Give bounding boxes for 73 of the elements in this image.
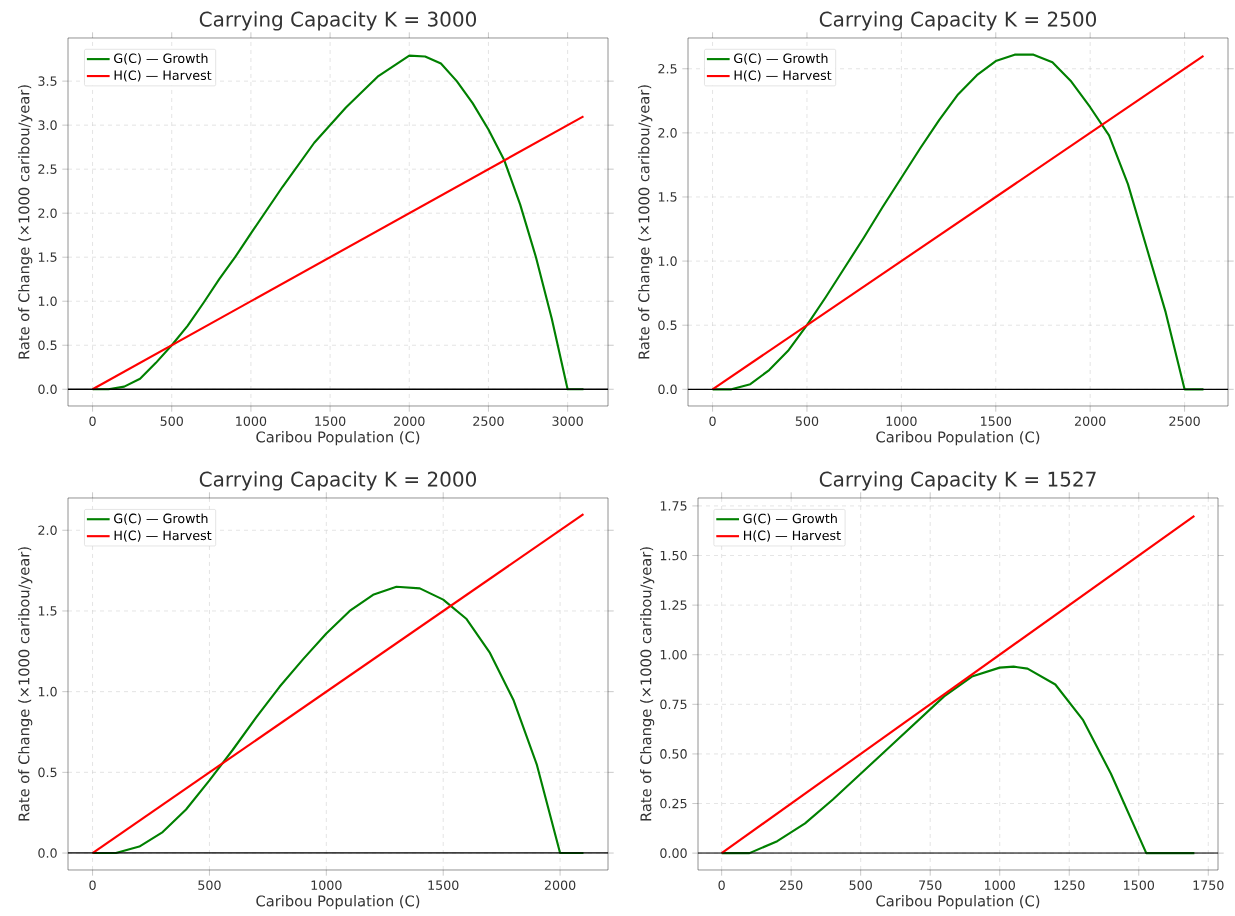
y-tick-label: 1.75 <box>660 501 687 511</box>
y-axis-title: Rate of Change (×1000 caribou/year) <box>18 85 33 359</box>
x-tick-label: 0 <box>89 880 96 890</box>
legend-label: H(C) — Harvest <box>744 530 841 542</box>
legend-label: H(C) — Harvest <box>734 70 832 82</box>
x-tick-label: 500 <box>849 880 872 890</box>
chart-title: Carrying Capacity K = 2000 <box>199 471 477 491</box>
x-tick-label: 1000 <box>985 880 1015 890</box>
x-tick-label: 0 <box>718 880 725 890</box>
x-axis-title: Caribou Population (C) <box>256 895 420 910</box>
x-tick-label: 250 <box>779 880 803 890</box>
x-tick-label: 1000 <box>886 416 917 426</box>
y-tick-label: 2.0 <box>38 208 57 218</box>
x-tick-label: 2000 <box>544 880 576 890</box>
y-tick-label: 1.5 <box>658 192 677 202</box>
x-axis-title: Caribou Population (C) <box>876 431 1040 446</box>
y-tick-label: 0.5 <box>658 320 677 330</box>
y-axis-title: Rate of Change (×1000 caribou/year) <box>638 85 653 359</box>
y-tick-label: 1.0 <box>658 256 677 266</box>
y-tick-label: 0.00 <box>660 848 687 858</box>
y-tick-label: 2.5 <box>38 164 57 174</box>
y-axis-title: Rate of Change (×1000 caribou/year) <box>18 547 33 821</box>
x-tick-label: 1750 <box>1193 880 1224 890</box>
y-tick-label: 2.5 <box>658 63 677 74</box>
x-tick-label: 0 <box>709 416 716 426</box>
x-tick-label: 1000 <box>311 880 342 890</box>
legend-label: G(C) — Growth <box>734 53 828 65</box>
y-tick-label: 0.0 <box>38 848 57 858</box>
y-axis-title: Rate of Change (×1000 caribou/year) <box>640 547 655 821</box>
x-tick-label: 500 <box>795 416 819 426</box>
y-tick-label: 0.75 <box>660 699 687 710</box>
y-tick-label: 1.5 <box>38 252 57 262</box>
x-tick-label: 1250 <box>1054 880 1085 890</box>
y-tick-label: 2.0 <box>38 525 57 536</box>
x-tick-label: 3000 <box>552 416 583 426</box>
x-tick-label: 2500 <box>473 416 504 426</box>
y-tick-label: 0.25 <box>660 798 687 809</box>
x-tick-label: 750 <box>919 880 942 890</box>
y-tick-label: 0.5 <box>38 340 57 351</box>
y-tick-label: 1.0 <box>38 686 57 697</box>
chart-title: Carrying Capacity K = 2500 <box>819 11 1097 31</box>
chart-title: Carrying Capacity K = 3000 <box>199 11 477 31</box>
legend-label: G(C) — Growth <box>114 53 208 65</box>
x-tick-label: 1500 <box>1124 880 1155 890</box>
x-axis-title: Caribou Population (C) <box>876 895 1040 910</box>
x-tick-label: 500 <box>160 416 183 426</box>
chart-title: Carrying Capacity K = 1527 <box>819 471 1096 491</box>
x-tick-label: 500 <box>198 880 221 890</box>
y-tick-label: 0.0 <box>38 384 57 395</box>
legend-label: H(C) — Harvest <box>114 70 212 82</box>
x-tick-label: 1500 <box>981 416 1012 426</box>
y-tick-label: 0.0 <box>658 384 677 395</box>
x-tick-label: 2000 <box>394 416 425 426</box>
y-tick-label: 1.5 <box>38 606 57 616</box>
legend-label: G(C) — Growth <box>743 513 837 525</box>
y-tick-label: 0.5 <box>38 767 57 778</box>
y-tick-label: 2.0 <box>658 128 677 138</box>
y-tick-label: 3.5 <box>38 76 57 86</box>
x-axis-title: Caribou Population (C) <box>256 431 420 446</box>
x-tick-label: 1000 <box>236 416 267 426</box>
legend-label: G(C) — Growth <box>114 513 208 525</box>
y-tick-label: 0.50 <box>660 749 687 759</box>
y-tick-label: 1.50 <box>660 550 687 561</box>
x-tick-label: 0 <box>89 416 96 426</box>
x-tick-label: 1500 <box>315 416 346 426</box>
y-tick-label: 1.0 <box>38 296 57 307</box>
x-tick-label: 2000 <box>1074 416 1106 426</box>
x-tick-label: 2500 <box>1169 416 1200 426</box>
y-tick-label: 1.00 <box>660 649 687 660</box>
y-tick-label: 1.25 <box>660 600 687 610</box>
x-tick-label: 1500 <box>428 880 459 890</box>
legend-label: H(C) — Harvest <box>114 530 212 542</box>
y-tick-label: 3.0 <box>38 120 57 130</box>
